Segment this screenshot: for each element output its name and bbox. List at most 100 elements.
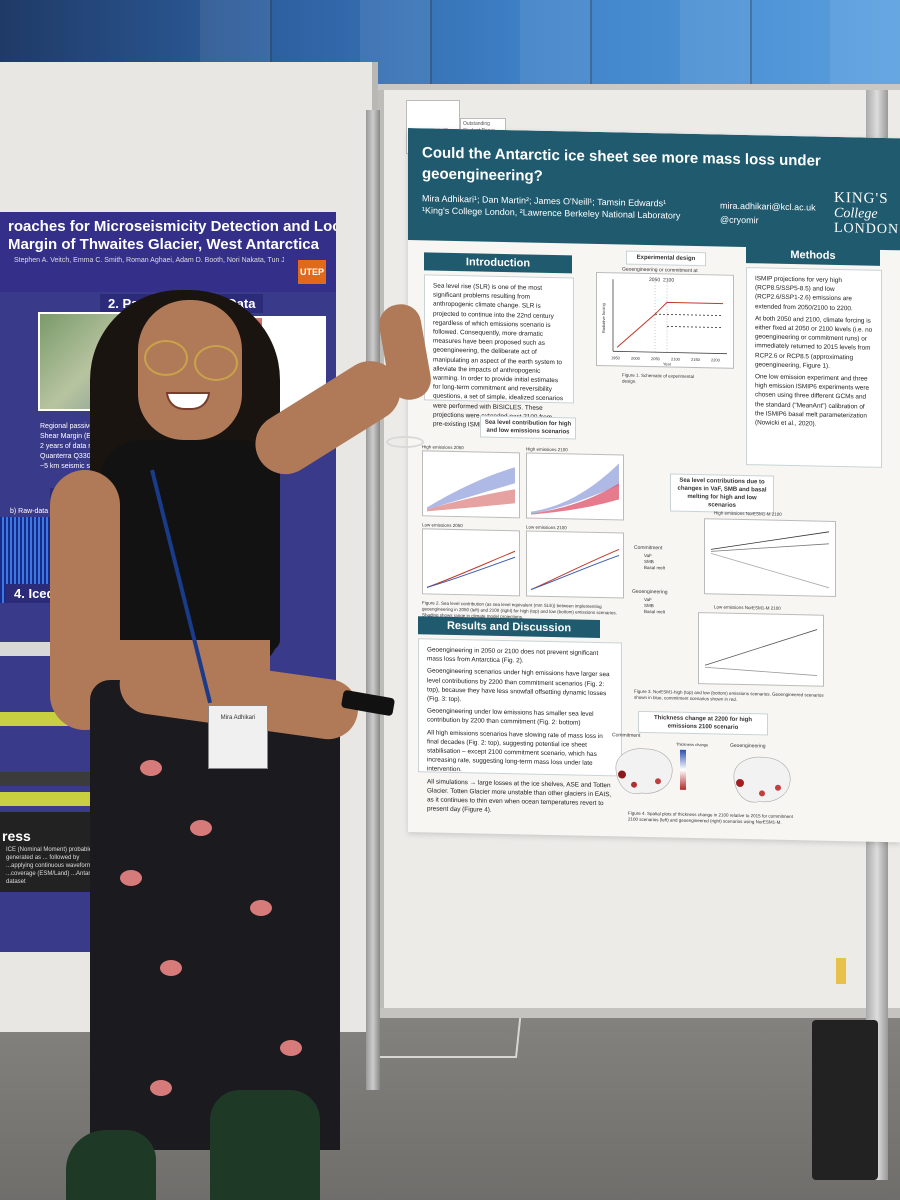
thinning-patch	[631, 781, 637, 788]
results-heading: Results and Discussion	[418, 616, 600, 639]
bag-stand	[812, 1020, 878, 1180]
left-poster-velocity-map	[160, 316, 264, 410]
intro-text: Sea level rise (SLR) is one of the most …	[433, 282, 564, 430]
geo-line	[426, 556, 516, 588]
sea-level-panel	[526, 452, 624, 521]
methods-box: ISMIP projections for very high (RCP8.5/…	[746, 267, 882, 468]
poster-header: Could the Antarctic ice sheet see more m…	[408, 128, 900, 251]
intro-heading: Introduction	[424, 252, 572, 274]
twitter-handle: @cryomir	[720, 214, 759, 226]
results-bullet: Geoengineering under low emissions has s…	[427, 707, 594, 728]
x-axis	[613, 350, 727, 355]
left-poster-map	[38, 312, 157, 411]
panel-title: Low emissions 2100	[526, 524, 567, 531]
experimental-design-heading: Experimental design	[626, 250, 706, 267]
thickness-colorbar	[680, 749, 686, 790]
antarctica-map-geoengineering	[733, 756, 791, 803]
basal-melt-line	[710, 552, 830, 589]
sea-level-heading: Sea level contribution for high and low …	[480, 415, 576, 440]
results-text: Geoengineering in 2050 or 2100 does not …	[419, 639, 621, 827]
results-bullet: All simulations → large losses at the ic…	[427, 778, 612, 815]
thinning-patch	[618, 770, 626, 779]
geo-line	[530, 554, 620, 591]
vaf-line	[710, 531, 830, 550]
commit-line	[426, 550, 516, 588]
spectrogram-strip	[0, 772, 110, 786]
panel-title: High emissions 2100	[526, 446, 568, 453]
results-bullet: Geoengineering scenarios under high emis…	[427, 667, 610, 704]
sea-level-figure: High emissions 2050 High emissions 2100 …	[422, 444, 630, 604]
x-tick: 2150	[691, 357, 701, 362]
spectrogram-strip	[0, 642, 110, 656]
left-poster-title: roaches for Microseismicity Detection an…	[0, 212, 336, 292]
poster-contact: mira.adhikari@kcl.ac.uk @cryomir	[720, 199, 816, 229]
legend-geoengineering: VaF SMB Basal melt	[644, 596, 666, 615]
panel-title: High emissions 2050	[422, 444, 464, 451]
exp-year-label: 2100	[663, 277, 674, 283]
commit-band	[531, 483, 619, 515]
commit-line	[530, 548, 620, 591]
sea-level-panel	[422, 450, 520, 519]
left-poster-text-panel	[262, 316, 326, 436]
smb-line	[710, 543, 830, 552]
x-tick: 2000	[631, 356, 641, 361]
y-axis-label: Radiative forcing	[601, 303, 606, 333]
geo-band	[531, 463, 619, 514]
spectrogram-strip	[0, 792, 110, 806]
left-section-3: 3. Data P	[50, 488, 121, 507]
fixed-2050-line	[655, 313, 723, 316]
panel-title: Low emissions 2050	[422, 522, 463, 529]
intro-box: Sea level rise (SLR) is one of the most …	[424, 274, 574, 429]
raw-data-label: b) Raw-data	[10, 508, 49, 515]
thickness-heading: Thickness change at 2200 for high emissi…	[638, 710, 768, 736]
yellow-sticker	[836, 958, 846, 984]
panel-title: Low emissions NorESM1-M 2100	[714, 604, 781, 611]
exp-year-label: 2050	[649, 277, 660, 283]
panel-title: High emissions NorESM1-M 2100	[714, 510, 782, 517]
thinning-patch	[655, 778, 661, 785]
thinning-patch	[759, 790, 765, 797]
results-bullet: All high emissions scenarios have slowin…	[427, 729, 603, 774]
results-bullet: Geoengineering in 2050 or 2100 does not …	[427, 646, 599, 665]
x-tick: 2050	[651, 356, 661, 361]
left-section-4: 4. Icequa	[6, 584, 78, 603]
legend-commitment: VaF SMB Basal melt	[644, 552, 666, 571]
figure-1-caption: Figure 1. Schematic of experimental desi…	[622, 372, 695, 384]
experimental-design-chart: 2050 2100 1950 2000 2050 2100 2150 2200 …	[596, 271, 734, 369]
results-box: Geoengineering in 2050 or 2100 does not …	[418, 638, 622, 814]
legend-geoengineering-title: Geoengineering	[632, 588, 668, 596]
sea-level-panel	[422, 528, 520, 597]
antarctica-map-commitment	[615, 748, 673, 794]
poster-authors: Mira Adhikari¹; Dan Martin²; James O'Nei…	[422, 193, 681, 221]
left-footer-text: ICE (Nominal Moment) probable, generated…	[6, 847, 100, 885]
kings-college-logo: KING'S College LONDON	[834, 189, 900, 238]
antarctica-outline	[615, 748, 673, 794]
thinning-patch	[775, 784, 781, 791]
colorbar-label: Thickness change	[676, 741, 709, 748]
x-axis-label: Year	[663, 361, 672, 366]
spectrogram-strip	[0, 712, 110, 726]
left-section-2: 2. Passive Seismic Data	[100, 294, 264, 313]
figure-4-caption: Figure 4. Spatial plots of thickness cha…	[628, 810, 793, 825]
thinning-patch	[736, 778, 744, 787]
return-2015-line	[667, 326, 723, 328]
x-tick: 1950	[611, 355, 621, 360]
board-frame-bottom	[378, 1008, 900, 1018]
vaf-low-panel	[698, 612, 824, 687]
poster-title: Could the Antarctic ice sheet see more m…	[422, 144, 821, 185]
geo-band	[427, 467, 515, 510]
vaf-heading: Sea level contributions due to changes i…	[670, 473, 774, 514]
high-forcing-line	[616, 301, 723, 348]
x-tick: 2100	[671, 357, 681, 362]
map-label: Commitment	[612, 732, 641, 739]
figure-3-caption: Figure 3. NorESM1-high (top) and low (bo…	[634, 688, 824, 702]
commit-band	[427, 489, 515, 512]
left-footer-title: ress	[2, 828, 31, 844]
legend-commitment-title: Commitment	[634, 544, 663, 552]
methods-text: ISMIP projections for very high (RCP8.5/…	[747, 268, 881, 439]
x-tick: 2200	[711, 357, 721, 362]
methods-bullet: One low emission experiment and three hi…	[755, 373, 870, 428]
sea-level-panel	[526, 530, 624, 599]
board-pole	[366, 110, 380, 1090]
methods-bullet: ISMIP projections for very high (RCP8.5/…	[755, 275, 853, 312]
